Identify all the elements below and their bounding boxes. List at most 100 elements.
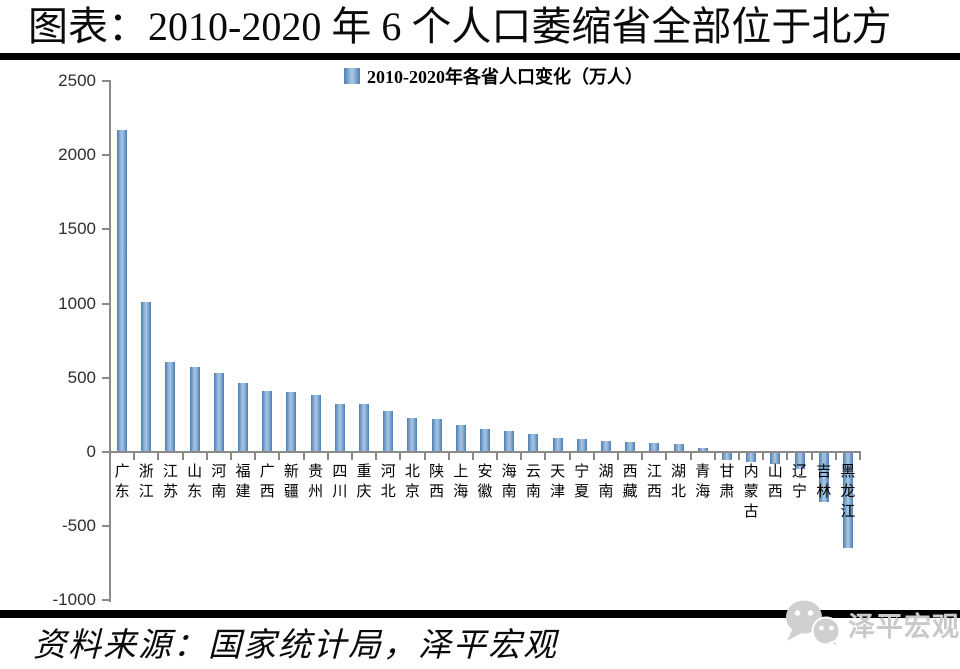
x-label-重庆: 重庆 [354, 462, 374, 502]
x-label-char: 南 [501, 484, 517, 500]
x-label-福建: 福建 [233, 462, 253, 502]
x-label-char: 河 [211, 464, 227, 480]
x-label-char: 津 [550, 484, 566, 500]
x-tick-16 [496, 452, 499, 460]
y-axis-line [109, 80, 111, 602]
x-tick-2 [157, 452, 160, 460]
bar-四川 [334, 403, 345, 452]
y-tick-1000 [102, 302, 109, 305]
x-label-char: 蒙 [743, 484, 759, 500]
source-note: 资料来源：国家统计局，泽平宏观 [33, 628, 558, 664]
bar-内蒙古 [746, 452, 757, 462]
bar-浙江 [141, 301, 152, 452]
x-label-山西: 山西 [765, 462, 785, 502]
x-label-char: 南 [211, 484, 227, 500]
x-label-char: 宁 [792, 484, 808, 500]
x-tick-4 [205, 452, 208, 460]
bar-广东 [117, 129, 128, 452]
y-tick-label--1000: -1000 [52, 590, 96, 610]
x-tick-27 [762, 452, 765, 460]
x-label-西藏: 西藏 [620, 462, 640, 502]
x-label-char: 京 [404, 484, 420, 500]
bar-海南 [504, 431, 515, 452]
y-tick-2000 [102, 154, 109, 157]
x-label-char: 河 [380, 464, 396, 480]
bar-北京 [407, 418, 418, 452]
footer-divider [0, 610, 960, 618]
x-label-char: 北 [671, 484, 687, 500]
x-tick-1 [133, 452, 136, 460]
x-tick-17 [520, 452, 523, 460]
x-label-北京: 北京 [402, 462, 422, 502]
x-label-char: 西 [646, 484, 662, 500]
x-label-char: 北 [380, 484, 396, 500]
x-label-char: 江 [162, 464, 178, 480]
x-label-char: 湖 [671, 464, 687, 480]
x-label-char: 疆 [283, 484, 299, 500]
x-label-char: 贵 [308, 464, 324, 480]
y-tick--500 [102, 525, 109, 528]
bar-山西 [770, 452, 781, 464]
x-label-湖南: 湖南 [596, 462, 616, 502]
x-label-char: 海 [501, 464, 517, 480]
bar-湖北 [673, 444, 684, 452]
x-label-char: 林 [816, 484, 832, 500]
x-label-char: 建 [235, 484, 251, 500]
x-label-青海: 青海 [693, 462, 713, 502]
y-tick-label--500: -500 [61, 516, 96, 536]
x-label-char: 宁 [574, 464, 590, 480]
x-axis-line [109, 451, 861, 453]
x-label-陕西: 陕西 [427, 462, 447, 502]
x-tick-11 [375, 452, 378, 460]
x-tick-28 [786, 452, 789, 460]
x-tick-14 [447, 452, 450, 460]
x-label-char: 西 [429, 484, 445, 500]
x-label-char: 东 [187, 484, 203, 500]
bar-河南 [213, 372, 224, 452]
x-tick-23 [665, 452, 668, 460]
x-tick-21 [617, 452, 620, 460]
x-tick-26 [738, 452, 741, 460]
x-label-char: 甘 [719, 464, 735, 480]
x-label-char: 吉 [816, 464, 832, 480]
bar-福建 [238, 382, 249, 452]
x-label-char: 东 [114, 484, 130, 500]
bar-江苏 [165, 361, 176, 452]
y-tick-label-500: 500 [67, 367, 96, 387]
x-label-char: 州 [308, 484, 324, 500]
bar-江西 [649, 442, 660, 452]
x-label-天津: 天津 [548, 462, 568, 502]
x-label-甘肃: 甘肃 [717, 462, 737, 502]
x-tick-9 [326, 452, 329, 460]
x-label-宁夏: 宁夏 [572, 462, 592, 502]
x-tick-13 [423, 452, 426, 460]
x-label-char: 陕 [429, 464, 445, 480]
x-label-char: 广 [114, 464, 130, 480]
x-label-海南: 海南 [499, 462, 519, 502]
x-tick-30 [834, 452, 837, 460]
y-tick-0 [102, 451, 109, 453]
bar-吉林 [818, 452, 829, 503]
x-label-char: 北 [404, 464, 420, 480]
bar-河北 [383, 411, 394, 452]
x-label-贵州: 贵州 [306, 462, 326, 502]
x-label-char: 藏 [622, 484, 638, 500]
bar-湖南 [600, 440, 611, 452]
legend-label: 2010-2020年各省人口变化（万人） [367, 67, 643, 87]
page-title: 图表：2010-2020 年 6 个人口萎缩省全部位于北方 [28, 4, 892, 49]
x-tick-15 [471, 452, 474, 460]
x-label-char: 肃 [719, 484, 735, 500]
x-tick-0 [109, 452, 111, 460]
bar-重庆 [359, 404, 370, 452]
bar-辽宁 [794, 452, 805, 470]
watermark-text: 泽平宏观 [848, 611, 960, 642]
x-label-char: 辽 [792, 464, 808, 480]
bar-陕西 [431, 419, 442, 452]
x-label-新疆: 新疆 [281, 462, 301, 502]
x-label-char: 内 [743, 464, 759, 480]
x-tick-6 [254, 452, 257, 460]
bar-西藏 [625, 442, 636, 452]
x-tick-8 [302, 452, 305, 460]
x-label-char: 安 [477, 464, 493, 480]
